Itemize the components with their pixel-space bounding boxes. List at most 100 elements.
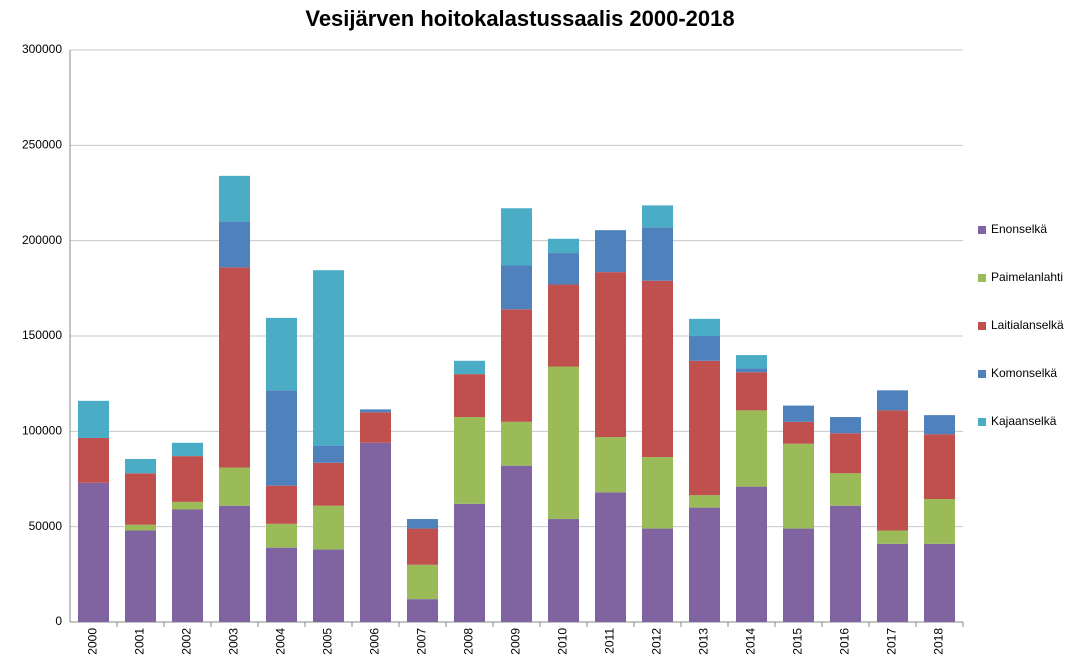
legend-swatch (978, 370, 986, 378)
bar-segment (453, 374, 486, 418)
bar-segment (218, 221, 251, 268)
bar-segment (453, 360, 486, 375)
bar-segment (829, 505, 862, 622)
bar-segment (735, 486, 768, 622)
bar-segment (359, 442, 392, 622)
bar-segment (453, 417, 486, 504)
bar-segment (688, 495, 721, 508)
y-tick-label: 250000 (22, 138, 62, 152)
legend-swatch (978, 274, 986, 282)
x-tick-label: 2006 (368, 628, 382, 655)
bar-segment (876, 530, 909, 544)
bar-segment (265, 390, 298, 486)
x-tick-label: 2017 (885, 628, 899, 655)
bar-segment (876, 410, 909, 531)
bar-segment (876, 543, 909, 622)
bar-segment (547, 238, 580, 254)
bar-segment (406, 528, 439, 565)
legend-label: Komonselkä (991, 366, 1057, 380)
y-tick-label: 300000 (22, 42, 62, 56)
legend-swatch (978, 418, 986, 426)
bar-segment (782, 405, 815, 422)
bar-segment (218, 267, 251, 468)
bar-segment (500, 421, 533, 466)
legend-swatch (978, 322, 986, 330)
bar-segment (406, 519, 439, 529)
bar-segment (359, 412, 392, 443)
bar-segment (688, 318, 721, 336)
x-tick-label: 2005 (321, 628, 335, 655)
x-tick-label: 2010 (556, 628, 570, 655)
bar-segment (265, 485, 298, 524)
bar-segment (500, 265, 533, 310)
bar-segment (547, 253, 580, 285)
bar-segment (547, 366, 580, 520)
x-tick-label: 2001 (133, 628, 147, 655)
bar-segment (876, 390, 909, 411)
bar-segment (77, 400, 110, 439)
bar-segment (171, 456, 204, 502)
bar-segment (923, 499, 956, 544)
bar-segment (218, 175, 251, 222)
bar-segment (735, 368, 768, 373)
bar-segment (218, 467, 251, 506)
bar-segment (406, 599, 439, 622)
bar-segment (641, 205, 674, 228)
bar-segment (829, 417, 862, 434)
bar-segment (735, 355, 768, 369)
bar-segment (265, 317, 298, 391)
bar-segment (547, 284, 580, 367)
y-tick-label: 200000 (22, 233, 62, 247)
bar-segment (594, 492, 627, 622)
bar-segment (782, 528, 815, 622)
bar-segment (641, 528, 674, 622)
bar-segment (829, 433, 862, 474)
legend-label: Paimelanlahti (991, 270, 1063, 284)
y-tick-label: 0 (55, 614, 62, 628)
x-tick-label: 2012 (650, 628, 664, 655)
bar-segment (500, 309, 533, 422)
bar-segment (312, 270, 345, 446)
chart-title: Vesijärven hoitokalastussaalis 2000-2018 (305, 6, 734, 31)
y-tick-label: 150000 (22, 328, 62, 342)
x-tick-label: 2000 (86, 628, 100, 655)
bar-segment (641, 457, 674, 529)
x-tick-label: 2003 (227, 628, 241, 655)
bar-segment (77, 438, 110, 483)
x-tick-label: 2015 (791, 628, 805, 655)
x-tick-label: 2009 (509, 628, 523, 655)
bar-segment (171, 501, 204, 510)
legend-label: Kajaanselkä (991, 414, 1057, 428)
bar-segment (124, 458, 157, 474)
bar-segment (594, 437, 627, 493)
legend-label: Laitialanselkä (991, 318, 1064, 332)
bar-segment (218, 505, 251, 622)
bar-segment (171, 509, 204, 622)
x-tick-label: 2008 (462, 628, 476, 655)
bar-segment (641, 280, 674, 458)
bar-segment (453, 503, 486, 622)
bar-segment (77, 482, 110, 622)
bar-segment (923, 543, 956, 622)
bar-segment (312, 549, 345, 622)
bar-segment (688, 360, 721, 496)
bar-segment (500, 465, 533, 622)
bar-segment (829, 473, 862, 506)
x-tick-label: 2011 (603, 628, 617, 654)
bar-segment (923, 434, 956, 500)
legend-label: Enonselkä (991, 222, 1047, 236)
x-tick-label: 2004 (274, 628, 288, 655)
x-tick-label: 2002 (180, 628, 194, 655)
bar-segment (594, 230, 627, 273)
bar-segment (312, 445, 345, 463)
x-tick-label: 2018 (932, 628, 946, 655)
bar-segment (547, 519, 580, 622)
bar-segment (735, 372, 768, 411)
bar-segment (124, 524, 157, 531)
x-tick-label: 2013 (697, 628, 711, 655)
bar-segment (406, 564, 439, 600)
bar-segment (312, 505, 345, 550)
bar-segment (265, 547, 298, 622)
bar-segment (171, 442, 204, 457)
